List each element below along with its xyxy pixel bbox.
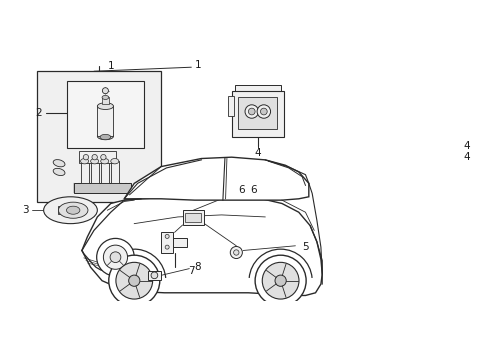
Circle shape <box>274 275 285 286</box>
Circle shape <box>116 262 152 299</box>
Circle shape <box>260 108 266 115</box>
Circle shape <box>248 108 255 115</box>
Ellipse shape <box>66 206 80 214</box>
Polygon shape <box>81 197 322 296</box>
Circle shape <box>151 272 158 279</box>
Ellipse shape <box>81 158 88 164</box>
Circle shape <box>257 105 270 118</box>
Ellipse shape <box>58 202 88 218</box>
Text: 1: 1 <box>107 61 114 71</box>
Ellipse shape <box>102 95 108 99</box>
Ellipse shape <box>90 158 99 164</box>
Text: 1: 1 <box>194 60 201 70</box>
Circle shape <box>97 238 134 276</box>
Bar <box>101 161 108 183</box>
Circle shape <box>255 255 305 306</box>
Text: 7: 7 <box>188 266 194 276</box>
Ellipse shape <box>101 158 108 164</box>
Circle shape <box>103 245 127 269</box>
Ellipse shape <box>53 168 65 176</box>
Text: 5: 5 <box>302 242 308 252</box>
Bar <box>161 232 173 252</box>
Ellipse shape <box>53 159 65 167</box>
Bar <box>228 96 233 116</box>
Circle shape <box>102 88 108 94</box>
Bar <box>74 183 131 193</box>
Circle shape <box>110 252 121 262</box>
Bar <box>185 213 201 222</box>
Bar <box>147 271 161 280</box>
Bar <box>97 106 113 136</box>
Circle shape <box>165 245 169 249</box>
Ellipse shape <box>97 133 113 140</box>
Text: 6: 6 <box>250 185 257 195</box>
Ellipse shape <box>111 158 119 164</box>
Circle shape <box>233 250 239 255</box>
Circle shape <box>230 247 242 258</box>
Circle shape <box>165 234 169 238</box>
Bar <box>37 71 161 202</box>
Text: 3: 3 <box>22 205 29 215</box>
Text: 4: 4 <box>462 152 469 162</box>
Bar <box>111 161 119 183</box>
Bar <box>182 210 203 225</box>
Circle shape <box>83 154 88 160</box>
Bar <box>235 85 280 91</box>
Ellipse shape <box>100 134 111 140</box>
Text: 4: 4 <box>462 141 469 152</box>
Circle shape <box>108 255 160 306</box>
Circle shape <box>262 262 298 299</box>
Circle shape <box>101 154 106 160</box>
Bar <box>90 161 99 183</box>
Bar <box>238 97 277 129</box>
Bar <box>231 91 284 137</box>
Ellipse shape <box>43 197 97 224</box>
Ellipse shape <box>97 103 113 109</box>
Circle shape <box>128 275 140 286</box>
Bar <box>102 98 108 104</box>
Polygon shape <box>124 157 308 200</box>
Bar <box>67 81 144 148</box>
Circle shape <box>244 105 258 118</box>
Bar <box>58 206 69 214</box>
Bar <box>173 238 186 247</box>
Text: 2: 2 <box>36 108 42 118</box>
Text: 6: 6 <box>238 185 244 195</box>
Text: 8: 8 <box>194 262 201 272</box>
Bar <box>81 161 88 183</box>
Text: 4: 4 <box>254 148 261 158</box>
Circle shape <box>92 154 97 160</box>
Bar <box>79 151 116 163</box>
